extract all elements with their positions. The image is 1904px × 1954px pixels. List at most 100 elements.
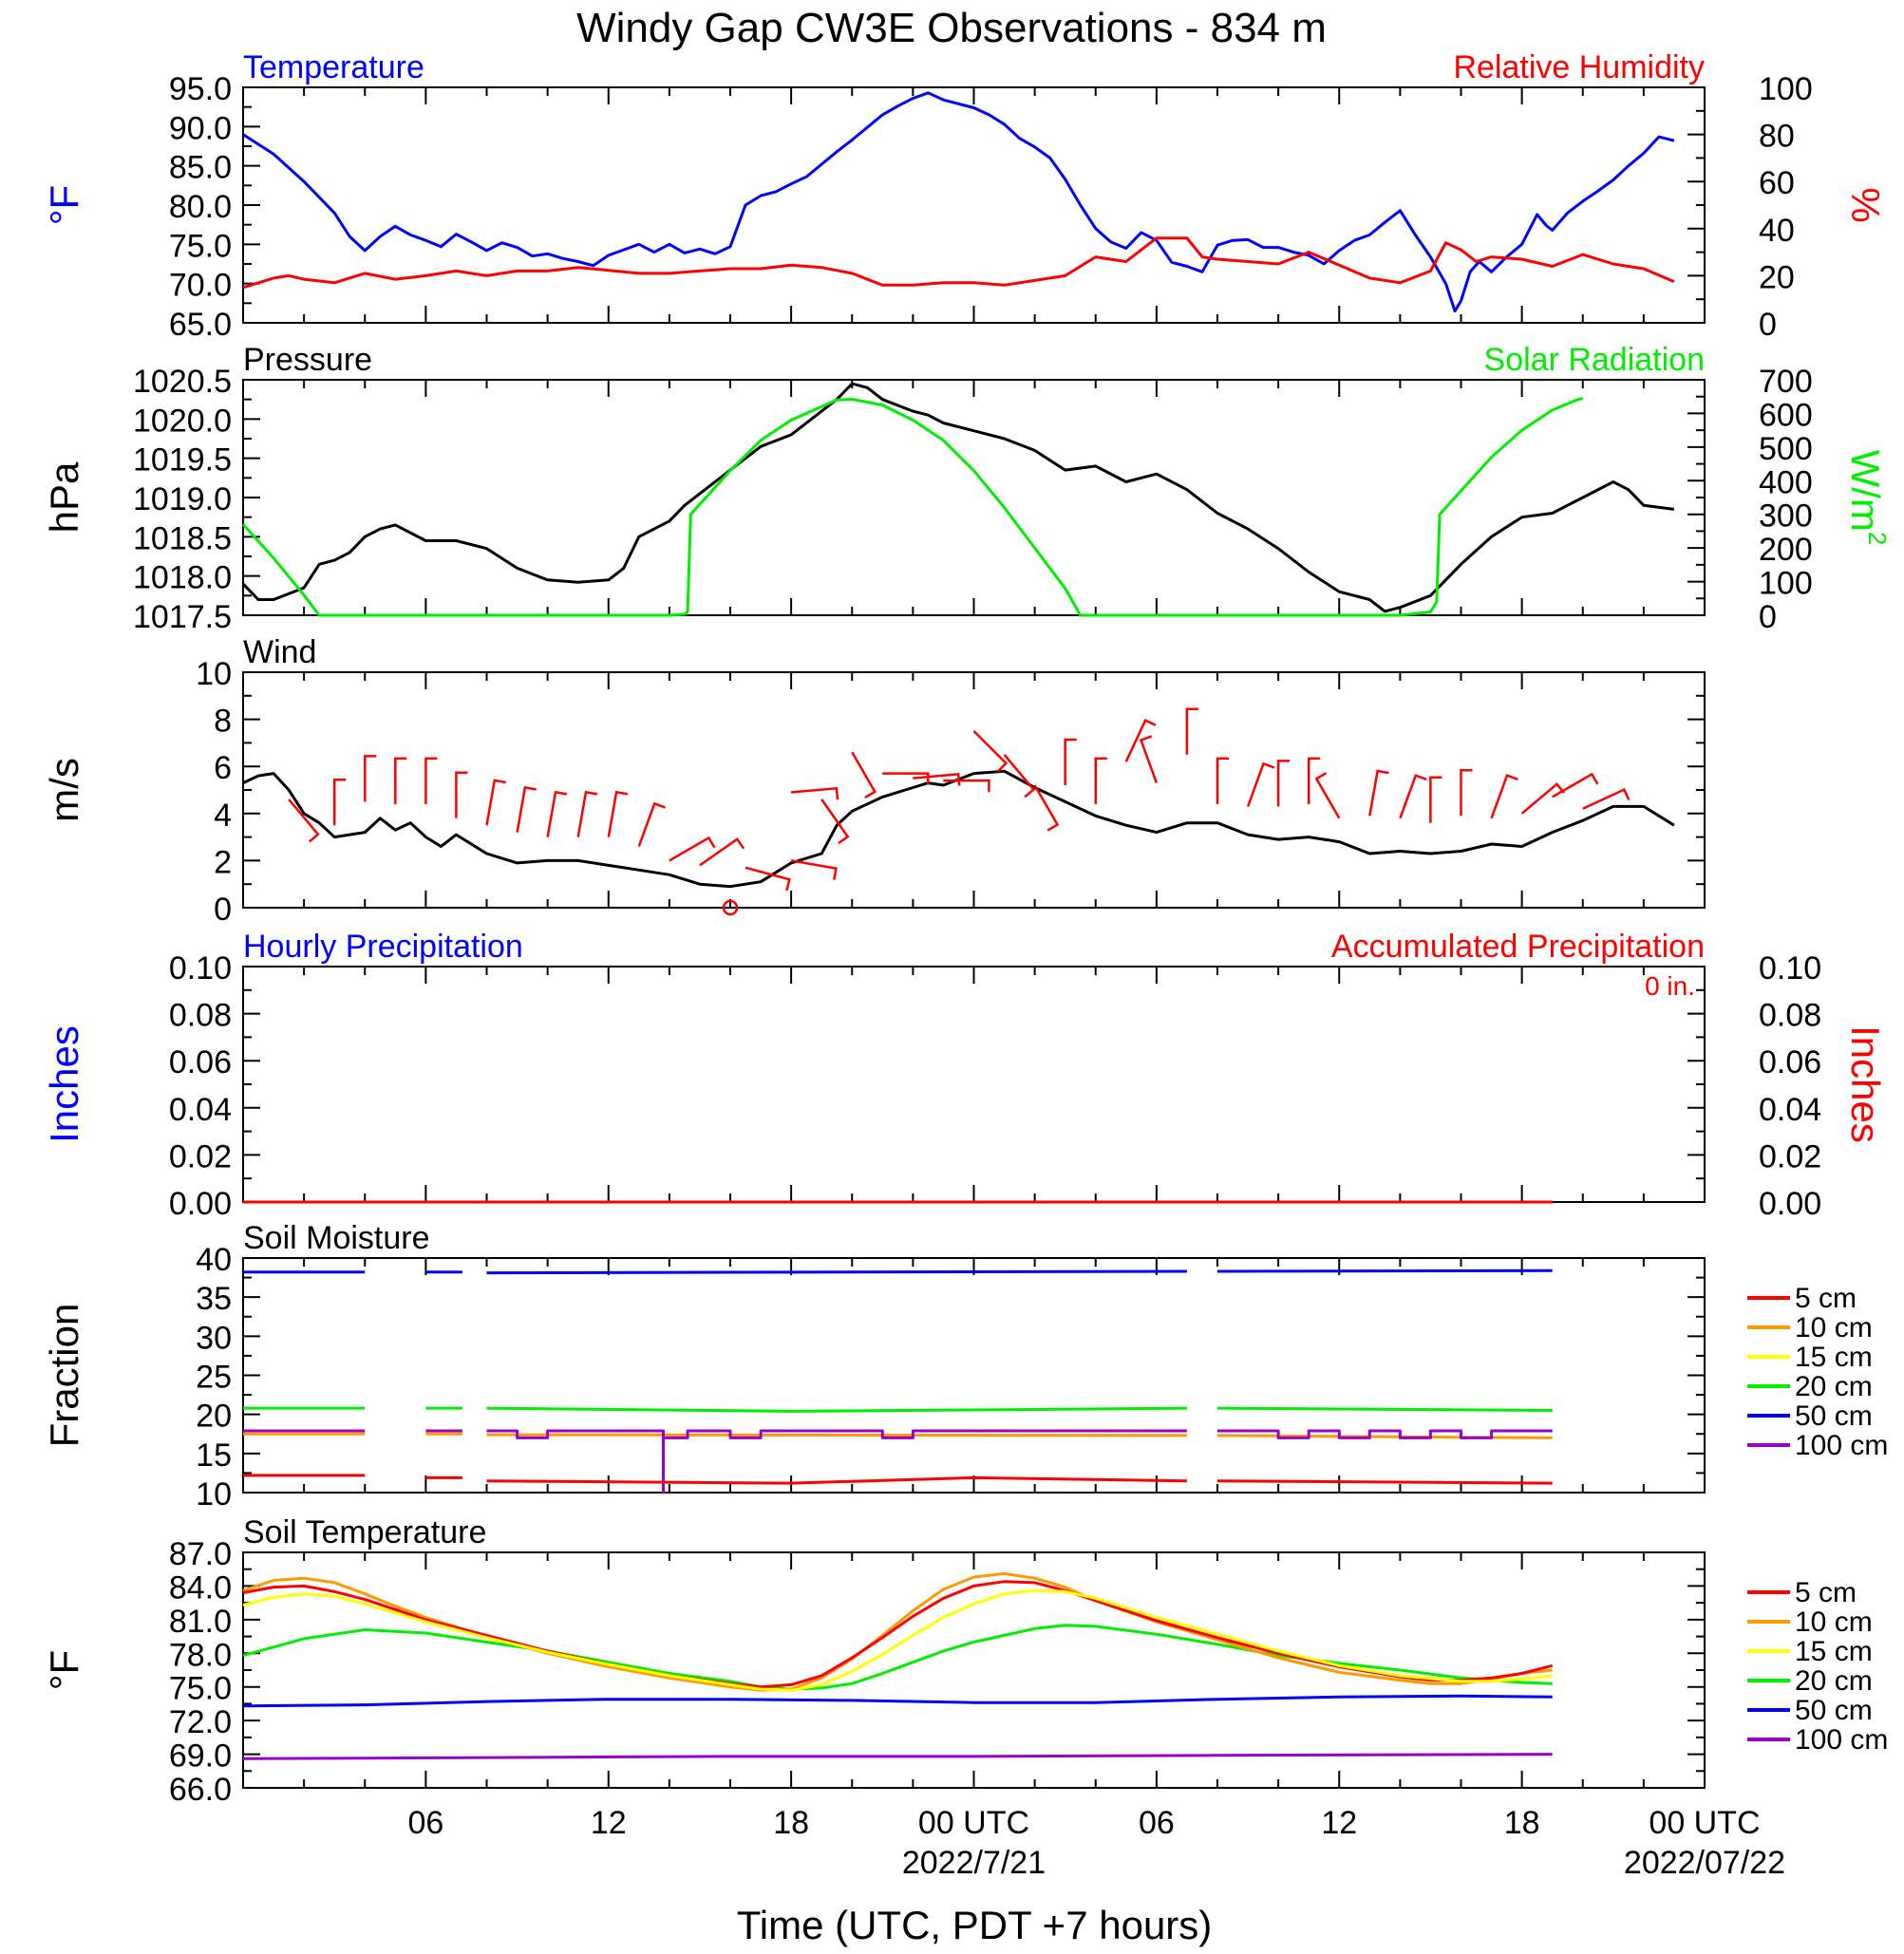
- wind-barb: [1033, 784, 1060, 832]
- legend-entry: 20 cm: [1795, 1665, 1873, 1697]
- wind-barb: [1276, 760, 1291, 807]
- y-tick-label-left: 95.0: [169, 71, 232, 107]
- series-line-purple-seg2: [486, 1429, 1187, 1494]
- y-tick-label-left: 0.06: [169, 1044, 232, 1080]
- series-line-orange-seg2: [486, 1433, 1187, 1437]
- y-tick-label-left: 30: [196, 1320, 232, 1356]
- wind-barb: [745, 866, 791, 892]
- y-tick-label-right: 0.06: [1759, 1044, 1821, 1080]
- wind-barb: [882, 772, 930, 785]
- legend-entry: 5 cm: [1795, 1283, 1857, 1314]
- wind-barb: [1368, 769, 1389, 817]
- y-tick-label-right: 0.00: [1759, 1186, 1821, 1222]
- series-line-blue: [242, 91, 1675, 313]
- wind-barb: [820, 799, 850, 845]
- y-tick-label-left: 4: [214, 798, 232, 834]
- wind-barb: [1124, 719, 1157, 762]
- y-tick-label-right: 100: [1759, 566, 1813, 602]
- x-date-label: 2022/7/21: [902, 1845, 1046, 1881]
- y-tick-label-left: 72.0: [169, 1704, 232, 1740]
- y-tick-label-left: 1017.5: [133, 599, 232, 635]
- y-tick-label-right: 0.02: [1759, 1138, 1821, 1174]
- y-axis-label-left: hPa: [42, 461, 86, 533]
- legend-entry: 10 cm: [1795, 1312, 1873, 1343]
- wind-barb: [913, 773, 961, 786]
- wind-barb: [1307, 757, 1321, 804]
- series-line-red-seg2: [486, 1475, 1187, 1485]
- wind-barb: [1216, 757, 1229, 804]
- wind-barb: [1246, 761, 1275, 807]
- wind-barb: [455, 771, 468, 818]
- y-tick-label-left: 1018.0: [133, 560, 232, 596]
- y-axis-label-right: W/m2: [1843, 450, 1892, 546]
- x-tick-label: 12: [591, 1805, 627, 1841]
- wind-barb: [607, 790, 629, 837]
- series-line-red: [242, 236, 1675, 290]
- y-tick-label-right: 500: [1759, 431, 1813, 467]
- y-axis-label-left: Fraction: [42, 1304, 86, 1448]
- wind-barb: [485, 779, 506, 826]
- y-tick-label-right: 300: [1759, 498, 1813, 535]
- series-line-green-seg3: [1216, 1406, 1553, 1412]
- y-tick-label-left: 1018.5: [133, 520, 232, 556]
- legend-entry: 15 cm: [1795, 1342, 1873, 1373]
- y-axis-label-left: Inches: [42, 1025, 86, 1143]
- panel-title-left: Soil Temperature: [243, 1514, 486, 1550]
- y-tick-label-left: 75.0: [169, 228, 232, 264]
- y-tick-label-right: 400: [1759, 464, 1813, 500]
- y-tick-label-left: 1019.0: [133, 481, 232, 517]
- x-axis-label: Time (UTC, PDT +7 hours): [737, 1903, 1213, 1947]
- y-tick-label-left: 2: [214, 844, 232, 880]
- wind-barb: [669, 836, 716, 862]
- series-line-purple: [242, 1753, 1553, 1760]
- y-tick-label-left: 69.0: [169, 1738, 232, 1775]
- x-ticks: [242, 1552, 1706, 1788]
- y-tick-label-right: 80: [1759, 119, 1795, 155]
- y-axis-label-right: Inches: [1843, 1025, 1888, 1143]
- wind-barb: [576, 790, 598, 837]
- wind-barb: [424, 757, 438, 804]
- y-axis-label-right: %: [1843, 187, 1888, 222]
- panel-title-left: Hourly Precipitation: [243, 929, 523, 965]
- y-tick-label-left: 20: [196, 1399, 232, 1435]
- y-tick-label-left: 85.0: [169, 150, 232, 186]
- x-ticks: [242, 87, 1706, 323]
- y-tick-label-right: 100: [1759, 71, 1813, 107]
- y-tick-label-right: 600: [1759, 397, 1813, 433]
- series-line-blue: [242, 1694, 1553, 1708]
- series-line-blue-seg3: [1216, 1268, 1553, 1273]
- wind-barb: [1314, 772, 1341, 819]
- y-tick-label-left: 70.0: [169, 268, 232, 304]
- y-tick-label-right: 0.10: [1759, 950, 1821, 986]
- legend-entry: 15 cm: [1795, 1636, 1873, 1667]
- y-axis-label-left: °F: [42, 185, 86, 225]
- legend-entry: 10 cm: [1795, 1606, 1873, 1638]
- y-tick-label-right: 0.08: [1759, 998, 1821, 1034]
- series-line-black: [242, 769, 1675, 889]
- series-line-purple-seg3: [1217, 1429, 1553, 1439]
- wind-barb: [1094, 757, 1107, 804]
- wind-barb: [1552, 772, 1599, 799]
- x-tick-label: 00 UTC: [1649, 1805, 1760, 1841]
- y-tick-label-left: 1020.5: [133, 364, 232, 400]
- x-tick-label: 00 UTC: [918, 1805, 1029, 1841]
- y-tick-label-left: 15: [196, 1437, 232, 1474]
- legend-entry: 100 cm: [1795, 1724, 1888, 1756]
- y-tick-label-left: 6: [214, 750, 232, 786]
- wind-barb: [972, 730, 1009, 773]
- wind-barb: [1460, 769, 1473, 817]
- panel-title-left: Pressure: [243, 342, 372, 378]
- y-tick-label-left: 40: [196, 1242, 232, 1278]
- legend-entry: 50 cm: [1795, 1400, 1873, 1432]
- y-tick-label-left: 1019.5: [133, 442, 232, 479]
- y-tick-label-left: 0.04: [169, 1092, 232, 1128]
- wind-barb: [1139, 735, 1159, 784]
- wind-barb: [1064, 738, 1077, 785]
- series-line-green-seg2: [486, 1406, 1187, 1413]
- panel-wind: 0 2 4 6 8 10 Wind m/s: [42, 634, 1706, 928]
- y-tick-label-left: 78.0: [169, 1637, 232, 1673]
